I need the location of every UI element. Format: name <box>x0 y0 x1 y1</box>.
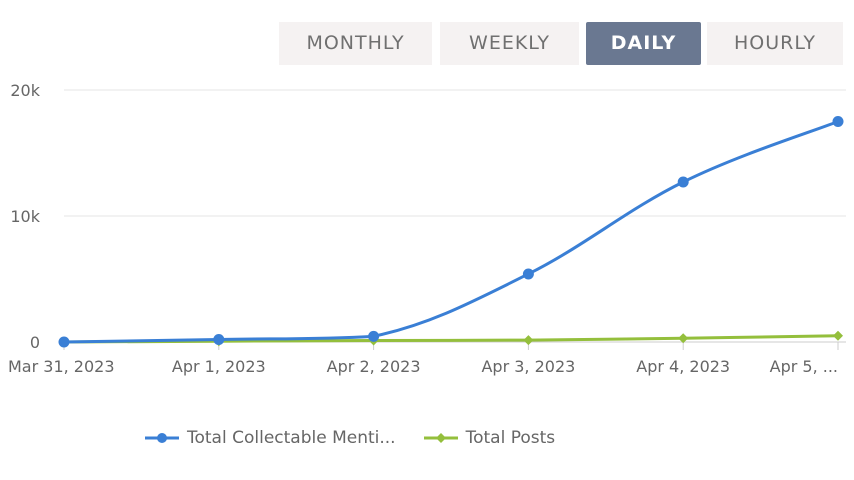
legend-symbol-posts <box>423 433 458 443</box>
legend-label-mentions: Total Collectable Menti... <box>187 428 396 448</box>
tab-weekly[interactable]: WEEKLY <box>440 22 579 65</box>
legend-label-posts: Total Posts <box>465 428 556 448</box>
x-tick-label: Apr 3, 2023 <box>481 357 575 376</box>
legend-marker-mentions <box>157 433 167 443</box>
data-point-posts <box>678 333 689 344</box>
series-lines <box>62 120 840 344</box>
data-point-mentions <box>522 268 534 280</box>
y-tick-label: 20k <box>10 81 40 100</box>
series-line-mentions <box>62 120 840 344</box>
tab-daily[interactable]: DAILY <box>586 22 701 65</box>
x-tick-label: Apr 1, 2023 <box>172 357 266 376</box>
x-axis-labels: Mar 31, 2023 Apr 1, 2023 Apr 2, 2023 Apr 3,… <box>8 357 838 376</box>
data-point-mentions <box>677 176 689 188</box>
tab-hourly[interactable]: HOURLY <box>707 22 843 65</box>
tab-monthly[interactable]: MONTHLY <box>279 22 432 65</box>
chart-grid <box>64 89 846 343</box>
data-point-mentions <box>832 116 844 127</box>
x-tick-label: Apr 4, 2023 <box>636 357 730 376</box>
x-axis-ticks <box>63 342 839 350</box>
y-tick-label: 10k <box>10 207 40 226</box>
x-tick-label: Mar 31, 2023 <box>8 357 115 376</box>
data-point-mentions <box>58 336 70 348</box>
x-tick-label: Apr 2, 2023 <box>327 357 421 376</box>
legend-item-posts[interactable]: Total Posts <box>423 428 556 448</box>
y-tick-label: 0 <box>30 333 40 352</box>
chart-legend: Total Collectable Menti... Total Posts <box>145 428 583 448</box>
legend-marker-posts <box>435 433 446 443</box>
x-tick-label: Apr 5, ... <box>770 357 838 376</box>
legend-item-mentions[interactable]: Total Collectable Menti... <box>145 428 396 448</box>
series-line-posts <box>62 334 840 344</box>
data-point-mentions <box>368 330 380 342</box>
data-point-posts <box>833 330 843 341</box>
period-tabs: MONTHLY WEEKLY DAILY HOURLY <box>279 22 843 65</box>
data-point-posts <box>523 335 534 346</box>
series-markers <box>58 116 844 348</box>
y-axis-labels: 0 10k 20k <box>10 81 40 352</box>
data-point-mentions <box>213 333 225 345</box>
line-chart: 0 10k 20k Mar 31, 2023 Apr 1, 2023 Apr 2, 20… <box>8 81 846 376</box>
legend-symbol-mentions <box>145 433 179 443</box>
